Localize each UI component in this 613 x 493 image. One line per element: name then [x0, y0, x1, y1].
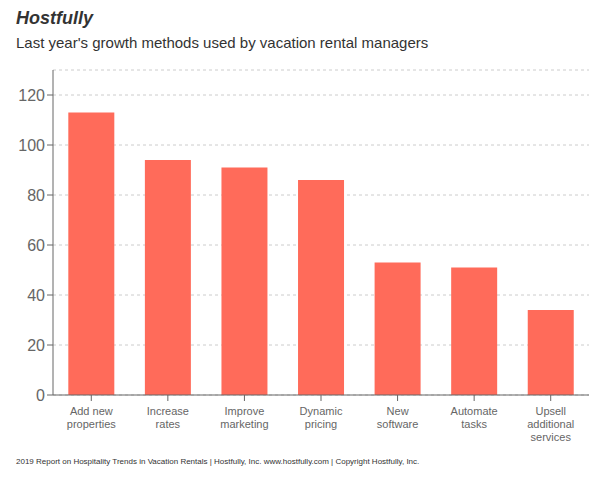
svg-text:Newsoftware: Newsoftware	[377, 405, 419, 430]
html-text:Hostfully: Hostfully	[16, 8, 93, 28]
svg-text:100: 100	[18, 137, 45, 154]
svg-text:Increaserates: Increaserates	[147, 405, 189, 430]
svg-text:120: 120	[18, 87, 45, 104]
svg-text:0: 0	[36, 387, 45, 404]
svg-text:Automatetasks: Automatetasks	[451, 405, 498, 430]
html-text:2019 Report on Hospitality Tre: 2019 Report on Hospitality Trends in Vac…	[16, 457, 420, 466]
html-text:Last year's growth methods use: Last year's growth methods used by vacat…	[16, 34, 429, 51]
svg-text:Improvemarketing: Improvemarketing	[220, 405, 268, 430]
svg-text:60: 60	[27, 237, 45, 254]
svg-text:80: 80	[27, 187, 45, 204]
svg-text:Upselladditionalservices: Upselladditionalservices	[527, 405, 574, 443]
svg-text:Dynamicpricing: Dynamicpricing	[300, 405, 343, 430]
svg-text:Add newproperties: Add newproperties	[67, 405, 116, 430]
svg-text:40: 40	[27, 287, 45, 304]
svg-text:20: 20	[27, 337, 45, 354]
